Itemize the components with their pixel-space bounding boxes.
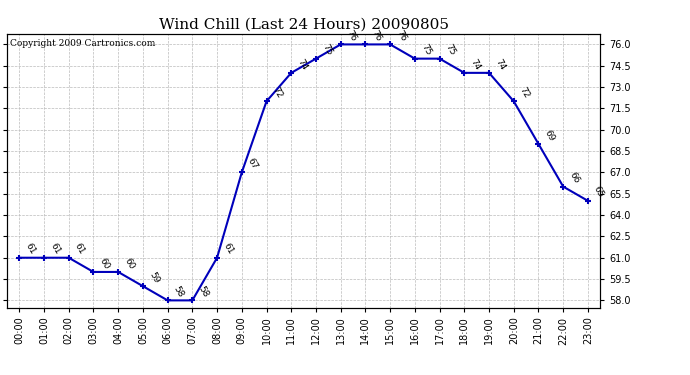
Text: 61: 61 <box>221 242 235 256</box>
Text: 60: 60 <box>97 256 111 270</box>
Text: 61: 61 <box>73 242 86 256</box>
Text: 74: 74 <box>493 57 506 72</box>
Text: 75: 75 <box>320 43 334 57</box>
Text: 72: 72 <box>270 86 284 100</box>
Text: 58: 58 <box>172 285 186 299</box>
Text: 74: 74 <box>469 57 482 72</box>
Text: 76: 76 <box>370 28 383 43</box>
Text: 75: 75 <box>419 43 433 57</box>
Text: Copyright 2009 Cartronics.com: Copyright 2009 Cartronics.com <box>10 39 155 48</box>
Text: 75: 75 <box>444 43 457 57</box>
Text: 58: 58 <box>197 285 210 299</box>
Text: 74: 74 <box>295 57 309 72</box>
Text: 59: 59 <box>147 270 161 285</box>
Text: 76: 76 <box>345 28 358 43</box>
Text: 61: 61 <box>23 242 37 256</box>
Text: 76: 76 <box>394 28 408 43</box>
Text: 66: 66 <box>567 171 581 185</box>
Text: 72: 72 <box>518 86 531 100</box>
Text: 65: 65 <box>592 185 606 200</box>
Text: 60: 60 <box>122 256 136 270</box>
Text: 69: 69 <box>542 128 556 142</box>
Text: 61: 61 <box>48 242 61 256</box>
Title: Wind Chill (Last 24 Hours) 20090805: Wind Chill (Last 24 Hours) 20090805 <box>159 17 448 31</box>
Text: 67: 67 <box>246 156 259 171</box>
